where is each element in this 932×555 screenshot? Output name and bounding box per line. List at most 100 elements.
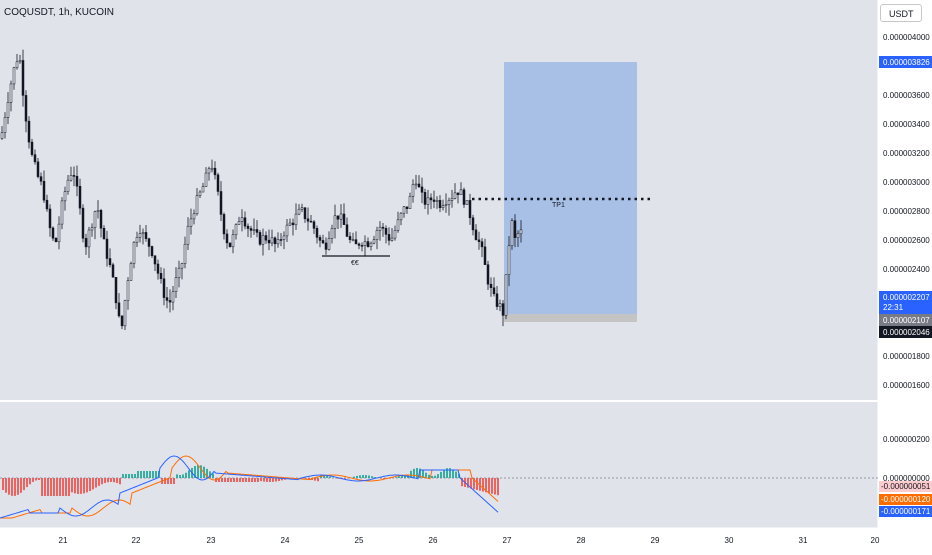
- histogram-bar: [83, 478, 85, 493]
- symbol-title[interactable]: COQUSDT, 1h, KUCOIN: [4, 7, 114, 18]
- candle: [229, 243, 231, 248]
- histogram-bar: [185, 473, 187, 478]
- long-stop-zone[interactable]: [504, 314, 637, 322]
- histogram-bar: [197, 465, 199, 478]
- histogram-bar: [155, 471, 157, 478]
- macd-badge-signal: -0.000000120: [879, 494, 932, 505]
- histogram-bar: [245, 478, 247, 482]
- histogram-bar: [230, 478, 232, 482]
- long-target-zone[interactable]: [504, 62, 637, 314]
- time-label: 21: [59, 536, 68, 545]
- current-price-text: 0.000002207: [883, 293, 930, 302]
- histogram-bar: [5, 478, 7, 493]
- price-tick: 0.000003200: [883, 149, 930, 158]
- time-label: 31: [799, 536, 808, 545]
- time-label: 27: [503, 536, 512, 545]
- histogram-bar: [8, 478, 10, 495]
- time-label: 24: [281, 536, 290, 545]
- price-pane: [0, 0, 878, 400]
- histogram-bar: [35, 478, 37, 480]
- histogram-bar: [26, 478, 28, 487]
- histogram-bar: [242, 478, 244, 482]
- histogram-bar: [119, 478, 121, 484]
- price-tick: 0.000003400: [883, 120, 930, 129]
- macd-tick-200: 0.000000200: [883, 435, 930, 444]
- histogram-bar: [146, 471, 148, 478]
- histogram-bar: [380, 478, 382, 479]
- macd-badge-macd: -0.000000171: [879, 506, 932, 517]
- histogram-bar: [365, 475, 367, 478]
- histogram-bar: [257, 478, 259, 482]
- histogram-bar: [56, 478, 58, 496]
- histogram-bar: [74, 478, 76, 493]
- histogram-bar: [272, 478, 274, 482]
- histogram-bar: [17, 478, 19, 495]
- price-tick: 0.000003000: [883, 178, 930, 187]
- histogram-bar: [452, 469, 454, 478]
- histogram-bar: [164, 478, 166, 484]
- histogram-bar: [248, 478, 250, 482]
- histogram-bar: [440, 472, 442, 478]
- price-tick: 0.000002800: [883, 207, 930, 216]
- histogram-bar: [125, 474, 127, 478]
- histogram-bar: [116, 478, 118, 483]
- histogram-bar: [482, 478, 484, 492]
- histogram-bar: [326, 476, 328, 478]
- histogram-bar: [398, 476, 400, 478]
- candle: [112, 263, 114, 278]
- histogram-bar: [77, 478, 79, 494]
- histogram-bar: [152, 471, 154, 478]
- histogram-bar: [38, 478, 40, 480]
- macd-badge-hist: -0.000000051: [879, 481, 932, 492]
- candle: [259, 230, 261, 246]
- histogram-bar: [488, 478, 490, 493]
- price-tick: 0.000004000: [883, 33, 930, 42]
- histogram-bar: [431, 476, 433, 478]
- histogram-bar: [104, 478, 106, 483]
- histogram-bar: [188, 470, 190, 478]
- histogram-bar: [20, 478, 22, 493]
- histogram-bar: [2, 478, 4, 490]
- histogram-bar: [128, 474, 130, 478]
- candle: [505, 275, 507, 319]
- entry-price-text: 0.000002107: [883, 316, 930, 325]
- time-label: 25: [355, 536, 364, 545]
- histogram-bar: [224, 478, 226, 482]
- histogram-bar: [368, 476, 370, 478]
- macd-pane: [0, 402, 878, 528]
- price-badge-stop: 0.000002046: [879, 326, 932, 338]
- histogram-bar: [395, 477, 397, 478]
- histogram-bar: [14, 478, 16, 496]
- histogram-bar: [95, 478, 97, 488]
- histogram-bar: [131, 474, 133, 478]
- time-label: 29: [651, 536, 660, 545]
- histogram-bar: [11, 478, 13, 496]
- histogram-bar: [314, 478, 316, 481]
- histogram-bar: [41, 478, 43, 496]
- histogram-bar: [356, 476, 358, 478]
- histogram-bar: [251, 478, 253, 482]
- histogram-bar: [437, 474, 439, 478]
- countdown-text: 22:31: [883, 303, 904, 312]
- price-tick: 0.000002600: [883, 236, 930, 245]
- macd-value-text: -0.000000171: [881, 507, 931, 516]
- histogram-bar: [176, 474, 178, 478]
- histogram-bar: [140, 471, 142, 478]
- histogram-bar: [353, 477, 355, 478]
- candle: [124, 300, 126, 330]
- price-tick: 0.000001800: [883, 352, 930, 361]
- histogram-bar: [428, 475, 430, 478]
- currency-button[interactable]: USDT: [880, 4, 922, 22]
- signal-value-text: -0.000000120: [881, 495, 931, 504]
- candle: [511, 218, 513, 250]
- histogram-bar: [137, 471, 139, 478]
- candle: [130, 262, 132, 281]
- histogram-bar: [329, 477, 331, 478]
- histogram-bar: [497, 478, 499, 495]
- hist-value-text: -0.000000051: [881, 482, 931, 491]
- histogram-bar: [170, 478, 172, 484]
- candle: [466, 200, 468, 205]
